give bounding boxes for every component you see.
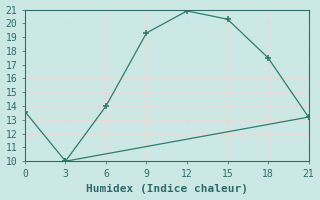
X-axis label: Humidex (Indice chaleur): Humidex (Indice chaleur) — [86, 184, 248, 194]
